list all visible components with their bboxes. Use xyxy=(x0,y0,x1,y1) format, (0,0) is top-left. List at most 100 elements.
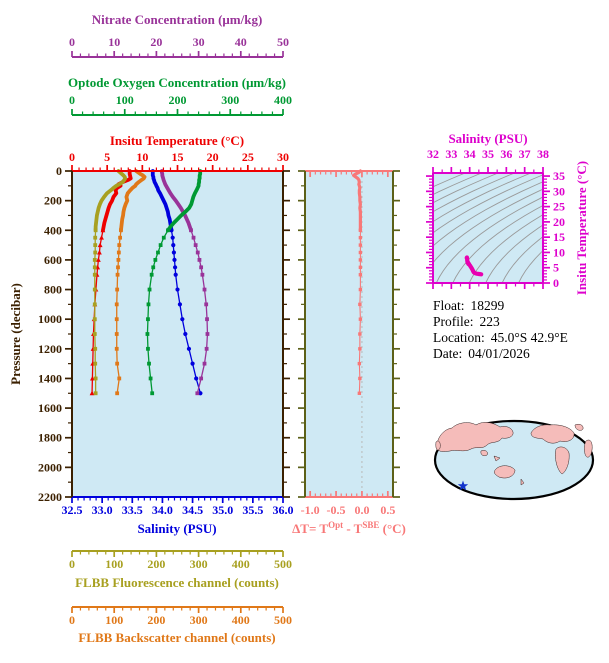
data-marker xyxy=(205,317,209,322)
data-marker xyxy=(92,332,97,336)
tick-label: 500 xyxy=(274,557,292,571)
data-marker xyxy=(358,228,363,232)
isopycnal-line xyxy=(433,173,532,223)
tick-label: 0.0 xyxy=(354,503,369,517)
tick-label: 100 xyxy=(105,613,123,627)
data-marker xyxy=(358,265,363,270)
tick-label: 0 xyxy=(69,35,75,49)
data-marker xyxy=(150,391,155,396)
isopycnal-line xyxy=(485,224,543,283)
data-marker xyxy=(151,265,156,270)
data-marker xyxy=(358,302,362,307)
tick-label: 5 xyxy=(553,261,559,275)
data-marker xyxy=(177,302,183,307)
pressure-axis-left: 0 200 400 600 800 1000 1200 1400 1600 1800 2000 220… xyxy=(38,164,73,504)
tick-label: 36.0 xyxy=(273,503,294,517)
tick-label: 40 xyxy=(235,35,247,49)
profile-line-thick xyxy=(119,169,147,233)
data-marker xyxy=(92,302,97,307)
nitrate-profile-curve xyxy=(159,169,210,396)
map-landmass xyxy=(530,424,575,444)
data-marker xyxy=(170,235,175,240)
data-marker xyxy=(202,361,207,366)
isopycnal-line xyxy=(433,173,482,196)
data-marker xyxy=(199,265,204,270)
tick-label: -1.0 xyxy=(301,503,320,517)
data-marker xyxy=(118,235,123,240)
ts-temperature-axis-left xyxy=(426,173,434,284)
data-marker xyxy=(92,265,97,270)
tick-label: 1200 xyxy=(38,342,62,356)
isopycnal-contours xyxy=(433,173,543,283)
profile-line-thick xyxy=(166,169,203,233)
data-marker xyxy=(193,243,198,247)
data-marker xyxy=(156,250,160,255)
temperature-axis: 0 5 10 15 20 25 30 xyxy=(69,150,289,172)
data-marker xyxy=(114,346,119,351)
isopycnal-line xyxy=(518,250,543,283)
data-marker xyxy=(190,361,195,366)
nitrate-axis: 0 10 20 30 40 50 xyxy=(69,35,289,58)
data-marker xyxy=(114,317,119,322)
isopycnal-line xyxy=(433,173,499,204)
data-marker xyxy=(358,273,363,277)
data-marker xyxy=(358,347,362,351)
salinity-profile-curve xyxy=(150,169,203,396)
data-marker xyxy=(158,243,163,247)
data-marker xyxy=(146,346,150,351)
float-location-star-icon xyxy=(457,480,469,491)
tick-label: 32.5 xyxy=(62,503,83,517)
tick-label: 1000 xyxy=(38,312,62,326)
ts-temperature-axis-title: Insitu Temperature (°C) xyxy=(574,161,589,295)
data-marker xyxy=(95,257,101,262)
tick-label: 1400 xyxy=(38,371,62,385)
tick-label: 35 xyxy=(553,169,565,183)
tick-label: 800 xyxy=(44,283,62,297)
data-marker xyxy=(89,390,95,396)
fluorescence-profile-curve xyxy=(92,169,128,396)
data-marker xyxy=(148,376,153,381)
data-marker xyxy=(358,258,363,262)
isopycnal-line xyxy=(452,204,543,283)
delta-t-frame-left xyxy=(298,170,306,498)
map-landmass xyxy=(480,450,488,457)
tick-label: 15 xyxy=(553,230,565,244)
data-marker xyxy=(189,228,193,233)
data-marker xyxy=(147,287,152,292)
map-landmass xyxy=(436,422,514,452)
tick-label: 33.5 xyxy=(122,503,143,517)
delta-line-thick xyxy=(352,169,362,232)
data-marker xyxy=(119,228,123,233)
curves-layer xyxy=(89,169,543,497)
data-marker xyxy=(198,391,203,396)
profile-line-thick xyxy=(93,169,128,233)
delta-t-axis-top xyxy=(305,170,393,177)
delta-t-frame-right xyxy=(392,170,400,498)
nitrate-axis-title: Nitrate Concentration (μm/kg) xyxy=(92,12,263,27)
data-marker xyxy=(146,317,150,322)
data-marker xyxy=(199,376,204,381)
data-marker xyxy=(97,242,103,248)
delta-t-axis-title: ΔT= TOpt - TSBE (°C) xyxy=(292,520,406,536)
tick-label: 50 xyxy=(277,35,289,49)
pressure-axis-title: Pressure (decibar) xyxy=(8,283,23,385)
ts-salinity-axis-bottom xyxy=(432,282,544,289)
tick-label: 1600 xyxy=(38,401,62,415)
tick-label: 400 xyxy=(232,613,250,627)
tick-label: 30 xyxy=(277,150,289,164)
tick-label: 0 xyxy=(56,164,62,178)
tick-label: 200 xyxy=(147,613,165,627)
tick-label: 34.0 xyxy=(152,503,173,517)
tick-label: 37 xyxy=(519,147,531,161)
data-marker xyxy=(358,332,362,336)
data-marker xyxy=(100,227,106,233)
data-marker xyxy=(194,376,199,381)
tick-label: 0 xyxy=(69,557,75,571)
isopycnal-line xyxy=(433,188,543,264)
tick-label: 400 xyxy=(44,223,62,237)
tick-label: 10 xyxy=(136,150,148,164)
tick-label: 0.5 xyxy=(380,503,395,517)
data-marker xyxy=(166,228,170,233)
